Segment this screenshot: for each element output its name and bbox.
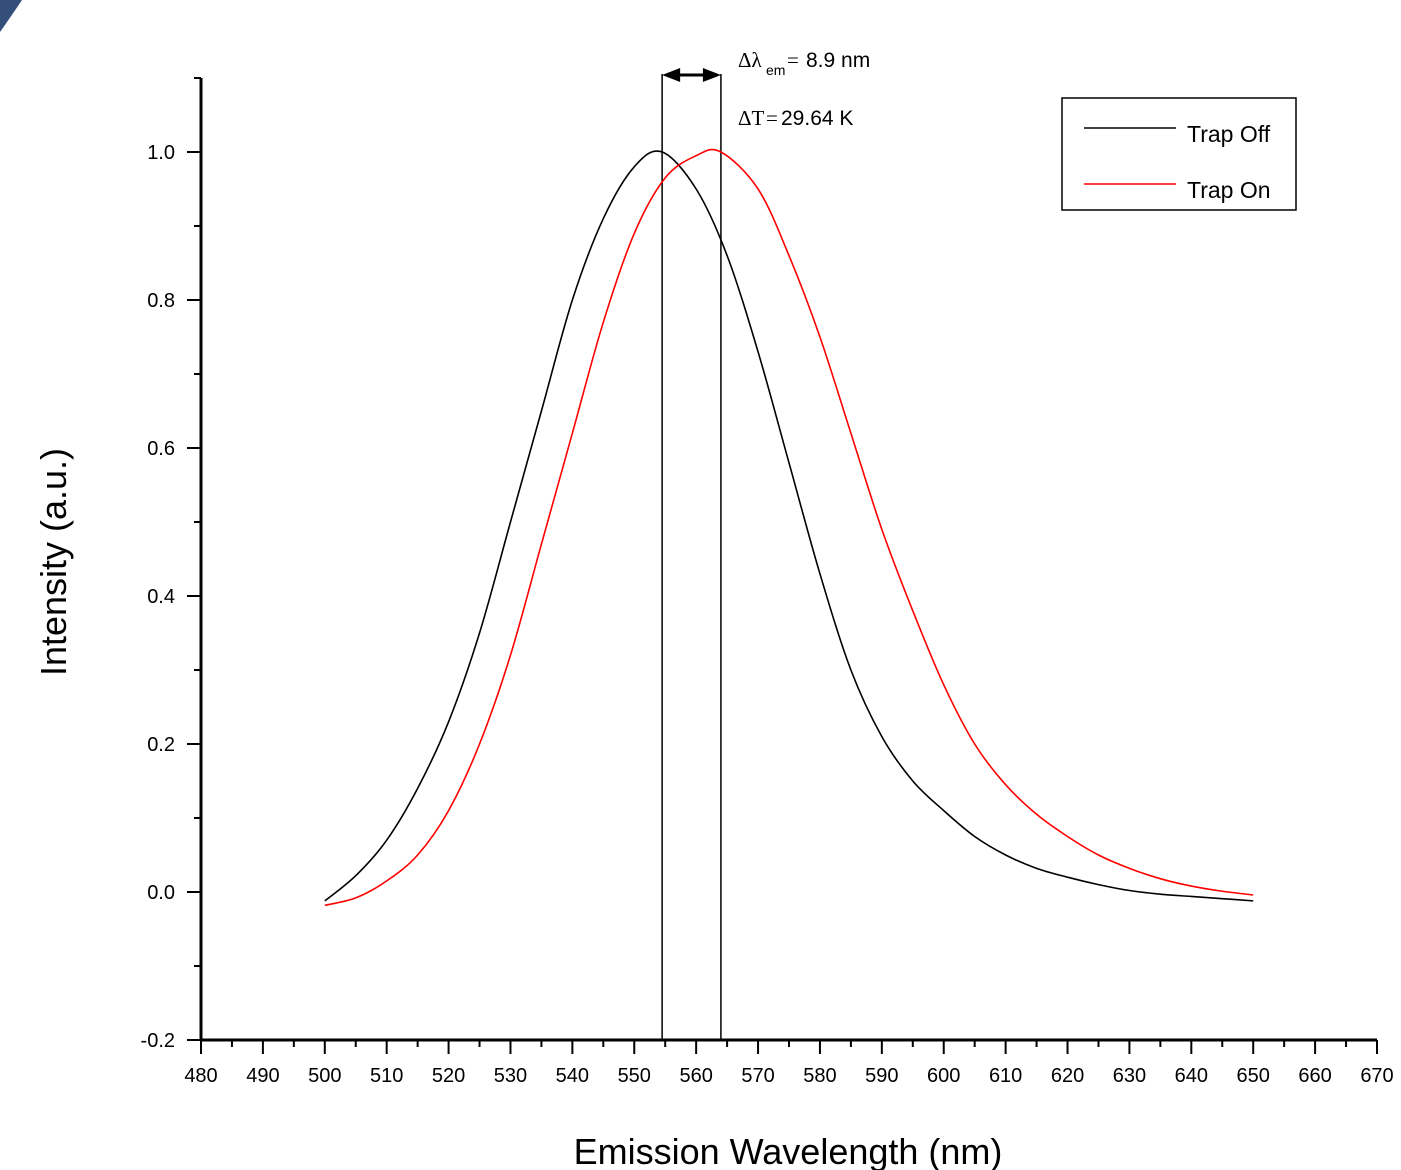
series-lines (324, 148, 1254, 907)
x-tick-label: 490 (246, 1065, 279, 1087)
y-tick-label: 0.0 (147, 882, 175, 904)
legend-label-trap-on: Trap On (1187, 177, 1271, 203)
x-tick-label: 530 (494, 1065, 527, 1087)
series-line-trap-on (324, 148, 1254, 907)
delta-t-value: 29.64 K (781, 107, 853, 130)
corner-accent-decoration (0, 0, 22, 32)
x-tick-label: 670 (1360, 1065, 1393, 1087)
delta-t-symbol: ΔT (738, 106, 765, 130)
legend-label-trap-off: Trap Off (1187, 121, 1271, 147)
y-tick-label: 0.6 (147, 438, 175, 460)
axis-ticks (187, 77, 1378, 1054)
y-tick-label: 0.4 (147, 586, 175, 608)
x-tick-label: 520 (432, 1065, 465, 1087)
y-tick-label: -0.2 (141, 1030, 175, 1052)
tick-labels: 480 490 500 510 520 530 540 550 560 570 580 590 600 6… (141, 142, 1394, 1087)
x-tick-label: 630 (1113, 1065, 1146, 1087)
x-tick-label: 600 (927, 1065, 960, 1087)
x-tick-label: 480 (184, 1065, 217, 1087)
delta-lambda-value: 8.9 nm (806, 49, 870, 72)
delta-lambda-symbol: Δλ (738, 48, 763, 72)
x-tick-label: 560 (679, 1065, 712, 1087)
x-tick-label: 550 (618, 1065, 651, 1087)
x-tick-label: 660 (1298, 1065, 1331, 1087)
x-axis-title: Emission Wavelength (nm) (574, 1131, 1003, 1170)
y-tick-label: 1.0 (147, 142, 175, 164)
x-tick-label: 580 (803, 1065, 836, 1087)
delta-t-equals: = (766, 106, 778, 130)
x-tick-label: 510 (370, 1065, 403, 1087)
x-tick-label: 500 (308, 1065, 341, 1087)
axes (199, 78, 1377, 1042)
delta-double-arrow (662, 68, 721, 82)
peak-marker-lines (661, 74, 722, 1040)
legend-box (1061, 97, 1297, 211)
y-axis-title: Intensity (a.u.) (33, 448, 74, 676)
delta-lambda-subscript: em (766, 62, 785, 78)
y-tick-label: 0.8 (147, 290, 175, 312)
delta-lambda-equals: = (787, 48, 799, 72)
delta-arrow-head-left (662, 68, 681, 82)
x-tick-label: 640 (1175, 1065, 1208, 1087)
y-tick-label: 0.2 (147, 734, 175, 756)
x-tick-label: 610 (989, 1065, 1022, 1087)
x-tick-label: 570 (741, 1065, 774, 1087)
delta-arrow-head-right (702, 68, 721, 82)
legend: Trap Off Trap On (1061, 97, 1297, 211)
x-tick-label: 620 (1051, 1065, 1084, 1087)
delta-t-annotation: ΔT = 29.64 K (738, 106, 853, 130)
series-line-trap-off (324, 150, 1254, 902)
x-tick-label: 540 (556, 1065, 589, 1087)
delta-lambda-annotation: Δλ em = 8.9 nm (738, 48, 870, 78)
x-tick-label: 650 (1237, 1065, 1270, 1087)
x-tick-label: 590 (865, 1065, 898, 1087)
